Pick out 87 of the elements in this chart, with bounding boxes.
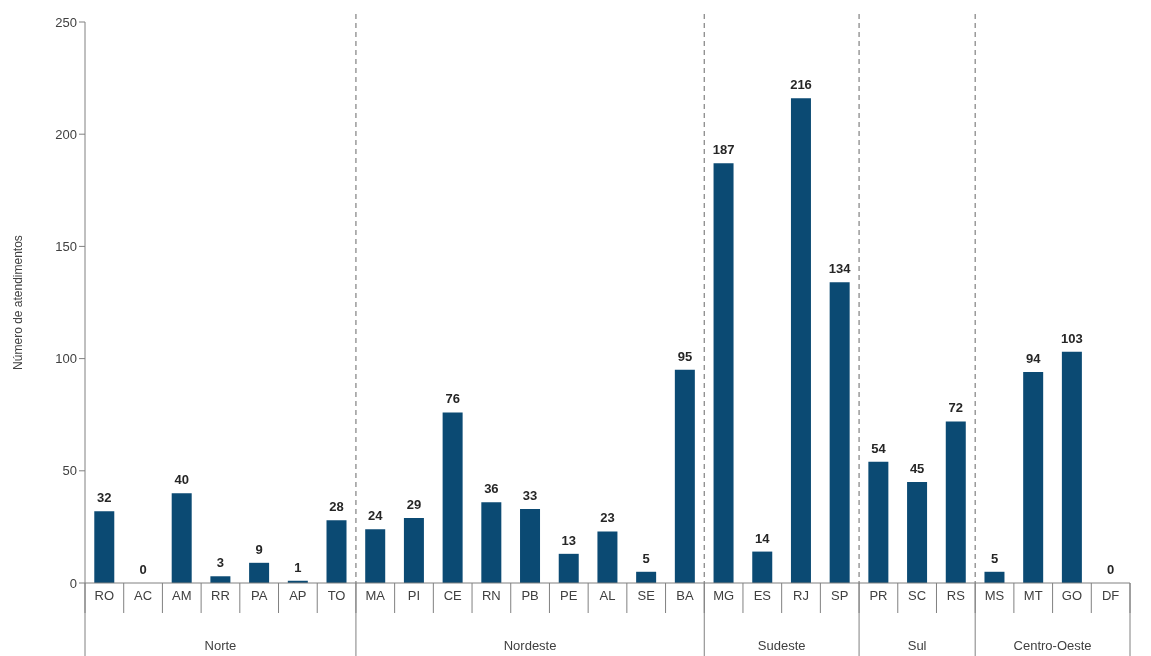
bar	[868, 461, 889, 583]
y-tick-label: 150	[55, 239, 77, 255]
x-tick-label: PR	[869, 588, 888, 604]
x-tick-label: RS	[946, 588, 966, 604]
data-label: 24	[368, 508, 384, 524]
bar	[945, 421, 966, 583]
data-label: 28	[329, 499, 344, 515]
data-label: 40	[174, 472, 189, 488]
bar	[907, 482, 928, 583]
x-tick-label: RR	[211, 588, 230, 604]
data-label: 54	[871, 440, 887, 456]
x-tick-label: BA	[676, 588, 694, 604]
x-tick-label: RN	[482, 588, 501, 604]
data-label: 14	[755, 530, 771, 546]
data-label: 13	[561, 532, 577, 548]
bar	[481, 502, 502, 583]
bar	[403, 517, 424, 583]
bar	[1023, 372, 1044, 583]
text: Sudeste	[757, 638, 806, 653]
y-tick-label: 250	[55, 14, 77, 30]
data-label: 216	[790, 77, 812, 93]
x-tick-label: TO	[327, 588, 346, 604]
x-tick-label: PE	[560, 588, 578, 604]
text: Centro-Oeste	[1013, 638, 1092, 653]
x-tick-label: PA	[250, 588, 268, 604]
data-label: 29	[406, 496, 422, 512]
bar	[713, 163, 734, 583]
bar	[829, 282, 850, 583]
x-tick-label: MG	[713, 588, 735, 604]
bar	[790, 98, 811, 583]
x-tick-label: CE	[443, 588, 463, 604]
text: Norte	[204, 638, 237, 653]
x-tick-label: MA	[365, 588, 386, 604]
bar	[597, 531, 618, 583]
y-tick-label: 50	[62, 463, 77, 479]
bar	[1061, 351, 1082, 583]
data-label: 1	[294, 559, 302, 575]
text: Sul	[907, 638, 927, 653]
x-tick-label: GO	[1061, 588, 1083, 604]
x-tick-label: SC	[908, 588, 927, 604]
bar	[442, 412, 463, 583]
x-tick-label: DF	[1101, 588, 1120, 604]
bar	[326, 520, 347, 583]
data-label: 0	[1107, 562, 1115, 577]
bar	[365, 529, 386, 583]
data-label: 33	[522, 487, 538, 503]
bar	[249, 562, 270, 583]
data-label: 0	[139, 562, 147, 577]
data-label: 5	[990, 550, 999, 566]
data-label: 5	[642, 550, 650, 566]
data-label: 23	[600, 510, 615, 526]
x-tick-label: SE	[637, 588, 656, 604]
x-tick-label: ES	[753, 588, 772, 604]
x-tick-label: MT	[1023, 588, 1043, 604]
y-axis-title: Número de atendimentos	[11, 235, 26, 370]
x-tick-label: MS	[984, 588, 1005, 604]
data-label: 187	[712, 142, 735, 158]
data-label: 9	[255, 541, 263, 557]
x-tick-label: AP	[289, 588, 307, 604]
bar	[558, 553, 579, 583]
x-tick-label: SP	[831, 588, 849, 604]
data-label: 45	[909, 461, 925, 477]
x-tick-label: AL	[599, 588, 616, 604]
y-tick-label: 100	[55, 351, 77, 367]
data-label: 32	[97, 490, 112, 506]
bar	[520, 508, 541, 583]
data-label: 103	[1061, 330, 1083, 346]
y-tick-label: 0	[69, 575, 77, 591]
x-tick-label: RO	[94, 588, 115, 604]
data-label: 72	[948, 400, 964, 416]
data-label: 76	[445, 391, 460, 407]
bar	[171, 493, 192, 583]
data-label: 95	[677, 348, 693, 364]
data-label: 134	[828, 261, 852, 277]
bar	[94, 511, 115, 583]
bar	[752, 551, 773, 583]
data-label: 3	[216, 555, 225, 571]
x-tick-label: AM	[172, 588, 192, 604]
x-tick-label: RJ	[793, 588, 809, 604]
x-tick-label: AC	[134, 588, 153, 604]
x-tick-label: PB	[521, 588, 539, 604]
text: Nordeste	[503, 638, 557, 653]
bar	[674, 369, 695, 583]
y-tick-label: 200	[55, 126, 77, 142]
data-label: 36	[484, 481, 499, 497]
x-tick-label: PI	[407, 588, 421, 604]
data-label: 94	[1026, 351, 1042, 367]
